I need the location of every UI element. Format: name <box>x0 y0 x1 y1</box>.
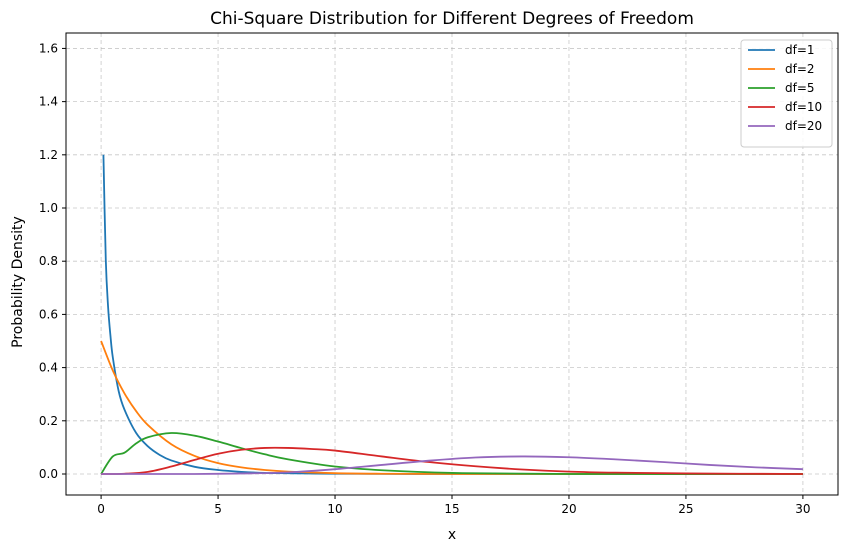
y-tick-label: 1.2 <box>39 148 58 162</box>
y-tick-label: 0.8 <box>39 254 58 268</box>
legend-label: df=10 <box>785 100 822 114</box>
legend-label: df=5 <box>785 81 815 95</box>
grid-layer <box>66 33 838 495</box>
x-tick-label: 5 <box>214 502 222 516</box>
x-tick-label: 20 <box>561 502 576 516</box>
y-axis-label: Probability Density <box>10 216 26 348</box>
legend: df=1 df=2 df=5 df=10 df=20 <box>740 39 833 148</box>
x-tick-label: 15 <box>444 502 459 516</box>
x-tick-label: 10 <box>327 502 342 516</box>
chart-title: Chi-Square Distribution for Different De… <box>210 9 694 29</box>
legend-label: df=20 <box>785 119 822 133</box>
x-tick-label: 0 <box>97 502 105 516</box>
y-tick-label: 1.0 <box>39 201 58 215</box>
x-tick-label: 30 <box>795 502 810 516</box>
legend-box <box>740 39 833 148</box>
x-tick-label: 25 <box>678 502 693 516</box>
y-tick-label: 0.0 <box>39 467 58 481</box>
y-tick-label: 0.2 <box>39 414 58 428</box>
legend-label: df=1 <box>785 43 815 57</box>
series-line-4 <box>101 446 803 475</box>
series-layer <box>100 154 803 475</box>
series-line-5 <box>101 455 803 475</box>
y-tick-label: 0.4 <box>39 361 58 375</box>
legend-label: df=2 <box>785 62 815 76</box>
series-line-3 <box>100 432 803 475</box>
x-axis-label: x <box>448 527 456 543</box>
y-tick-label: 0.6 <box>39 307 58 321</box>
y-tick-label: 1.4 <box>39 95 58 109</box>
tick-layer: 0 5 10 15 20 25 30 0.0 0.2 0.4 0.6 0.8 1.0 1.2 1.4 1.6 <box>39 41 811 516</box>
y-tick-label: 1.6 <box>39 41 58 55</box>
